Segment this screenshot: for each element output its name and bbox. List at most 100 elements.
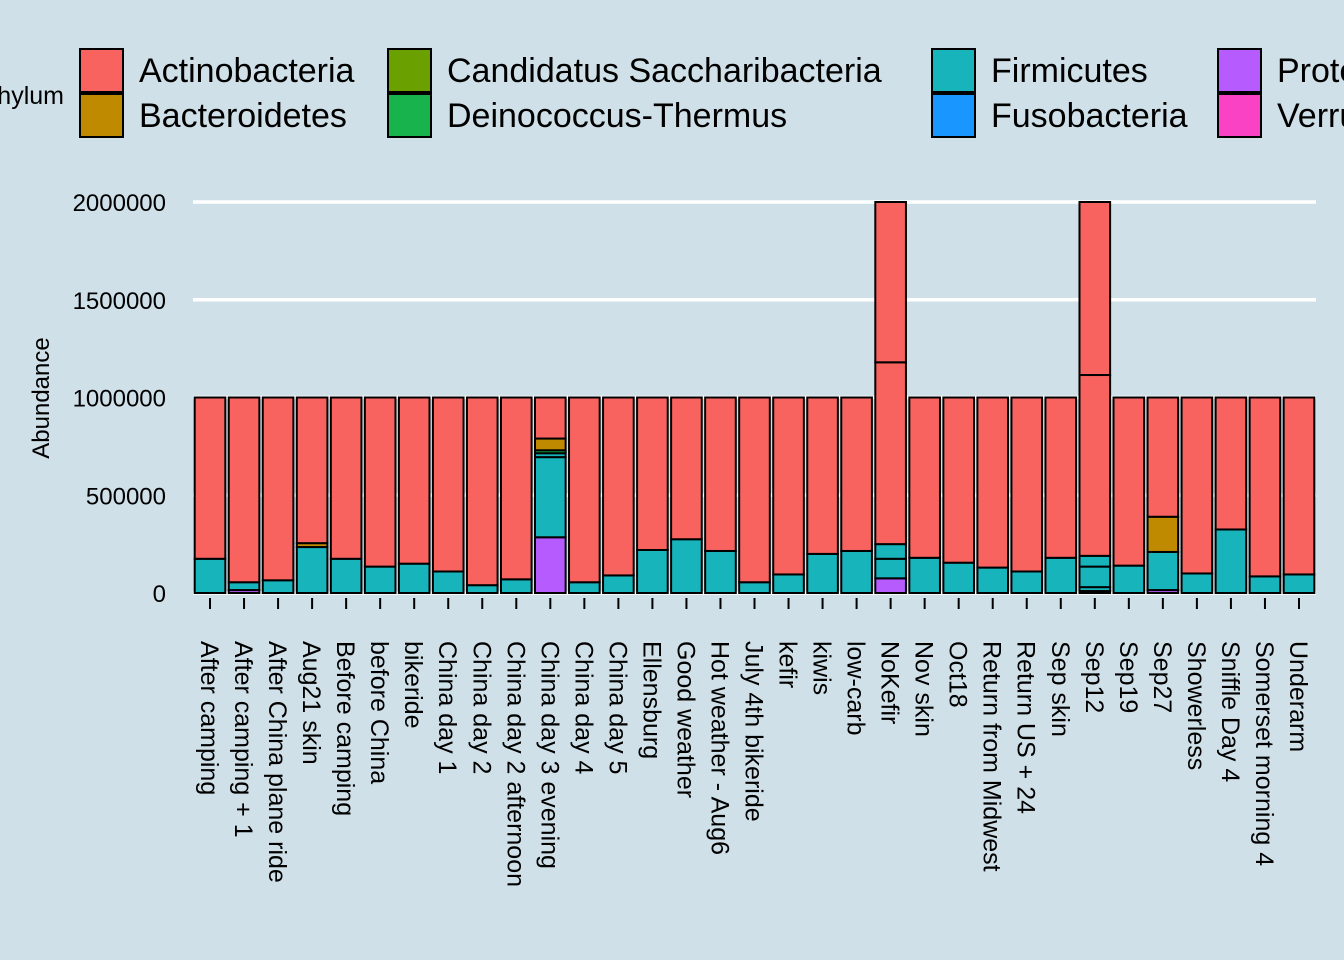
bar-segment [261,579,295,594]
x-axis: After camping After camping + 1 After Chin… [195,598,1312,887]
bar-segment [840,549,873,595]
x-tick-label: After China plane ride [263,641,291,883]
bars [193,201,1316,595]
bar-segment [1078,554,1112,568]
bar-segment [874,577,907,595]
x-tick-label: before China [365,641,393,784]
bar-segment [1180,396,1214,575]
bar-segment [806,396,839,555]
legend-swatch [1217,93,1262,138]
x-tick-label: low-carb [842,641,870,735]
bar-segment [1078,374,1112,557]
legend-swatch [931,48,976,93]
bar-segment [1112,564,1146,595]
bar-segment [397,396,431,565]
bar-segment [874,543,907,560]
bar-segment [329,557,363,594]
legend: Actinobacteria Bacteroidetes Candidatus Sa… [79,48,1344,138]
x-tick-label: After camping + 1 [229,641,257,838]
bar-segment [1146,550,1180,592]
x-tick-label: Good weather [671,641,699,798]
bar-segment [1146,515,1180,553]
bar-segment [193,396,227,560]
bar-segment [874,201,907,364]
x-tick-label: Return US + 24 [1012,641,1040,814]
legend-title: Phylum [0,82,64,110]
legend-label: Fusobacteria [991,97,1188,135]
bar-segment [1248,396,1282,578]
bar-segment [976,566,1010,595]
bar-segment [568,581,601,594]
x-tick-label: bikeride [399,641,427,729]
bar-segment [772,396,805,576]
bar-segment [976,396,1010,569]
bar-segment [738,581,771,594]
bar-segment [534,456,567,539]
bar-segment [329,396,363,560]
bar-segment [1180,572,1214,595]
bar-segment [568,396,601,584]
bar-segment [1214,528,1248,595]
bar-segment [636,548,669,594]
legend-label: Candidatus Saccharibacteria [447,52,882,90]
x-tick-label: Ellensburg [637,641,665,759]
bar-segment [670,396,703,541]
x-tick-label: Nov skin [910,641,938,737]
legend-label: Proteobacteria [1277,52,1344,90]
bar-segment [1214,396,1248,531]
bar-segment [636,396,669,551]
bar-segment [1112,396,1146,567]
bar-segment [1146,396,1180,518]
x-tick-label: Somerset morning 4 [1250,641,1278,866]
x-tick-label: Aug21 skin [297,641,325,765]
bar-segment [1044,396,1078,559]
bar-segment [1282,396,1316,576]
legend-label: Verrucomicrobia [1277,97,1344,135]
x-tick-label: After camping [195,641,223,795]
y-tick-label: 1500000 [73,288,166,315]
bar-segment [295,546,329,594]
bar-segment [806,552,839,595]
bar-segment [772,573,805,594]
bar-segment [874,361,907,546]
x-tick-label: Return from Midwest [978,641,1006,872]
x-tick-label: Underarm [1284,641,1312,752]
legend-swatch [1217,48,1262,93]
bar-segment [431,570,465,594]
bar-segment [534,396,567,440]
bar-segment [534,437,567,452]
bar-segment [261,396,295,582]
x-tick-label: Sep27 [1148,641,1176,713]
bar-segment [1078,565,1112,589]
bar-segment [704,396,737,552]
bar-segment [1248,575,1282,595]
x-tick-label: Sep19 [1114,641,1142,713]
y-tick-label: 0 [153,581,166,608]
x-tick-label: Sep12 [1080,641,1108,713]
bar-segment [397,562,431,594]
legend-swatch [79,48,124,93]
x-tick-label: Sep skin [1046,641,1074,737]
x-tick-label: Oct18 [944,641,972,708]
legend-label: Deinococcus-Thermus [447,97,787,135]
bar-segment [602,574,635,595]
bar-segment [738,396,771,584]
x-tick-label: China day 4 [569,641,597,775]
bar-segment [227,581,261,592]
legend-label: Bacteroidetes [139,97,347,135]
bar-segment [908,396,941,559]
legend-swatch [387,48,432,93]
x-tick-label: Showerless [1182,641,1210,770]
bar-segment [431,396,465,573]
x-tick-label: kiwis [808,641,836,695]
bar-segment [942,396,975,564]
bar-segment [227,396,261,584]
x-tick-label: China day 2 [467,641,495,774]
x-tick-label: Hot weather - Aug6 [705,641,733,855]
y-tick-label: 1000000 [73,386,166,413]
x-tick-label: July 4th bikeride [740,641,768,822]
bar-segment [363,565,397,594]
x-tick-label: NoKefir [876,641,904,724]
bar-segment [1010,570,1044,594]
